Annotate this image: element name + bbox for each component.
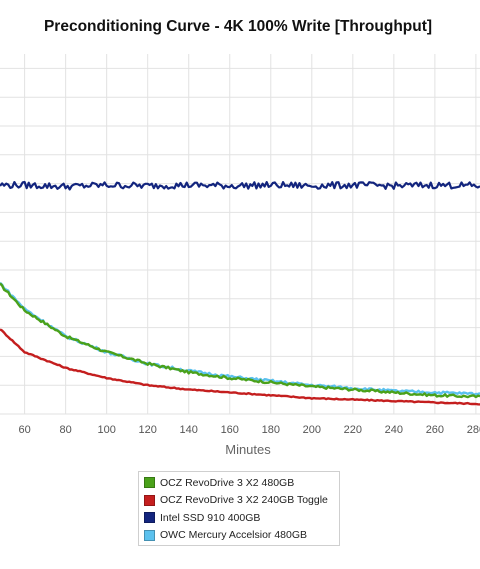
series-layer <box>0 180 480 406</box>
series-line <box>0 180 480 191</box>
x-tick-label: 220 <box>344 424 362 436</box>
x-tick-label: 260 <box>426 424 444 436</box>
x-tick-labels: 60 80 100 120 140 160 180 200 220 240 260 280 <box>18 424 480 436</box>
legend-label: OWC Mercury Accelsior 480GB <box>160 529 308 542</box>
legend-item: OCZ RevoDrive 3 X2 480GB <box>144 474 339 492</box>
series-line <box>0 328 480 406</box>
legend-swatch <box>144 529 155 541</box>
x-tick-label: 140 <box>180 424 198 436</box>
legend-label: OCZ RevoDrive 3 X2 480GB <box>160 476 295 489</box>
x-tick-label: 100 <box>97 424 115 436</box>
chart-plot: 60 80 100 120 140 160 180 200 220 240 260 280 Minut… <box>0 54 480 457</box>
x-tick-label: 60 <box>18 424 30 436</box>
grid-layer <box>0 54 480 415</box>
legend: OCZ RevoDrive 3 X2 480GB OCZ RevoDrive 3 … <box>138 471 340 546</box>
x-tick-label: 180 <box>262 424 280 436</box>
x-tick-label: 200 <box>303 424 321 436</box>
legend-swatch <box>144 494 155 506</box>
x-tick-label: 160 <box>221 424 239 436</box>
legend-item: Intel SSD 910 400GB <box>144 509 339 527</box>
x-tick-label: 80 <box>60 424 72 436</box>
legend-item: OWC Mercury Accelsior 480GB <box>144 527 339 545</box>
series-line <box>0 282 480 399</box>
legend-label: OCZ RevoDrive 3 X2 240GB Toggle <box>160 494 328 507</box>
legend-label: Intel SSD 910 400GB <box>160 511 261 524</box>
x-tick-label: 120 <box>139 424 157 436</box>
x-tick-label: 240 <box>385 424 403 436</box>
legend-item: OCZ RevoDrive 3 X2 240GB Toggle <box>144 492 339 510</box>
x-axis-title: Minutes <box>225 442 271 457</box>
legend-swatch <box>144 512 155 524</box>
legend-swatch <box>144 477 155 489</box>
x-tick-label: 280 <box>467 424 480 436</box>
chart-title: Preconditioning Curve - 4K 100% Write [T… <box>43 18 433 35</box>
